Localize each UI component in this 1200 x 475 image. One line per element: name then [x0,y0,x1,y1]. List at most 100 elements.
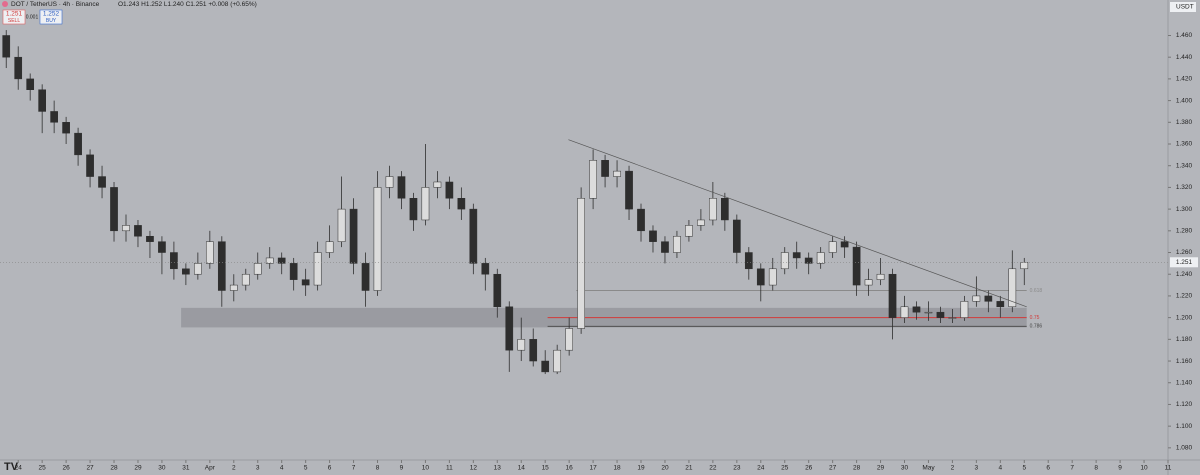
candle-body [876,273,885,280]
candle-body [541,360,550,373]
x-tick-label: 30 [158,465,166,472]
x-tick-label: 24 [15,465,23,472]
x-tick-label: 11 [446,465,453,472]
candle-body [110,187,118,232]
x-tick-label: 4 [999,465,1003,472]
x-tick-label: 10 [1140,465,1148,472]
candle-body [661,241,669,253]
x-tick-label: 20 [661,465,669,472]
currency-box[interactable] [1170,2,1196,12]
candle-body [277,257,286,264]
candle-body [493,273,502,308]
x-tick-label: 24 [757,465,765,472]
candle-body [804,257,813,264]
candle-body [936,311,945,318]
candle-body [721,198,729,221]
candle-body [984,295,993,302]
candle-body [469,208,478,264]
candle-body [205,241,214,264]
x-tick-label: 13 [494,465,502,472]
candle-body [601,160,609,177]
buy-price: 1.252 [43,11,60,18]
candle-body [768,268,777,286]
x-tick-label: 23 [733,465,741,472]
candle-body [972,295,981,302]
candle-body [217,241,226,291]
candle-body [577,198,585,329]
candle-body [182,268,190,275]
symbol-icon [2,1,8,7]
candle-body [852,246,861,286]
x-tick-label: 10 [422,465,430,472]
x-tick-label: 9 [1118,465,1122,472]
candle-body [1020,262,1029,270]
candle-body [26,78,35,90]
x-tick-label: 29 [134,465,142,472]
candle-body [38,89,47,112]
x-tick-label: 17 [589,465,597,472]
x-tick-label: 27 [86,465,94,472]
candle-body [349,208,358,264]
candle-body [62,122,70,134]
buy-button[interactable] [39,9,63,25]
candle-body [637,208,645,232]
x-tick-label: 26 [62,465,70,472]
buy-label: BUY [46,18,57,24]
x-tick-label: 16 [566,465,574,472]
candle-body [337,208,346,242]
candle-body [924,311,933,314]
candle-body [780,252,789,270]
candle-body [194,263,202,275]
sell-button[interactable] [2,9,26,25]
candle-body [625,170,633,210]
y-tick-label: 1.260 [1176,249,1193,256]
y-tick-label: 1.120 [1176,401,1193,408]
candle-body [840,241,849,248]
candle-body [158,241,166,253]
candle-body [613,170,621,177]
candle-body [74,132,82,156]
candle-body [960,301,969,318]
y-tick-label: 1.080 [1176,445,1193,452]
y-tick-label: 1.160 [1176,358,1193,365]
logo: TV [4,461,19,473]
candle-body [265,257,274,264]
y-tick-label: 1.200 [1176,314,1193,321]
candle-body [385,176,394,188]
candle-body [744,252,753,270]
candle-body [122,225,130,232]
x-tick-label: 26 [805,465,813,472]
y-tick-label: 1.140 [1176,379,1193,386]
candle-body [325,241,334,253]
y-tick-label: 1.400 [1176,97,1193,104]
trendline [568,139,1027,308]
x-tick-label: 2 [951,465,955,472]
candle-body [505,306,514,351]
y-tick-label: 1.380 [1176,119,1193,126]
candle-body [397,176,406,199]
y-tick-label: 1.240 [1176,271,1193,278]
y-tick-label: 1.100 [1176,423,1193,430]
last-price-label: 1.251 [1176,259,1193,266]
x-tick-label: 14 [518,465,526,472]
candle-body [301,279,310,286]
candle-body [373,187,382,291]
candle-body [170,252,178,270]
y-tick-label: 1.440 [1176,54,1193,61]
candle-body [709,198,717,221]
candle-body [589,160,597,199]
sell-label: SELL [8,18,20,24]
x-tick-label: 25 [781,465,789,472]
x-tick-label: 22 [709,465,717,472]
x-tick-label: 25 [39,465,47,472]
x-tick-label: 21 [685,465,693,472]
candle-body [900,306,909,318]
x-tick-label: 2 [232,465,236,472]
candle-body [229,284,238,291]
x-tick-label: 4 [280,465,284,472]
x-tick-label: 3 [975,465,979,472]
candle-body [421,187,430,221]
candle-body [685,225,693,237]
y-tick-label: 1.460 [1176,32,1193,39]
